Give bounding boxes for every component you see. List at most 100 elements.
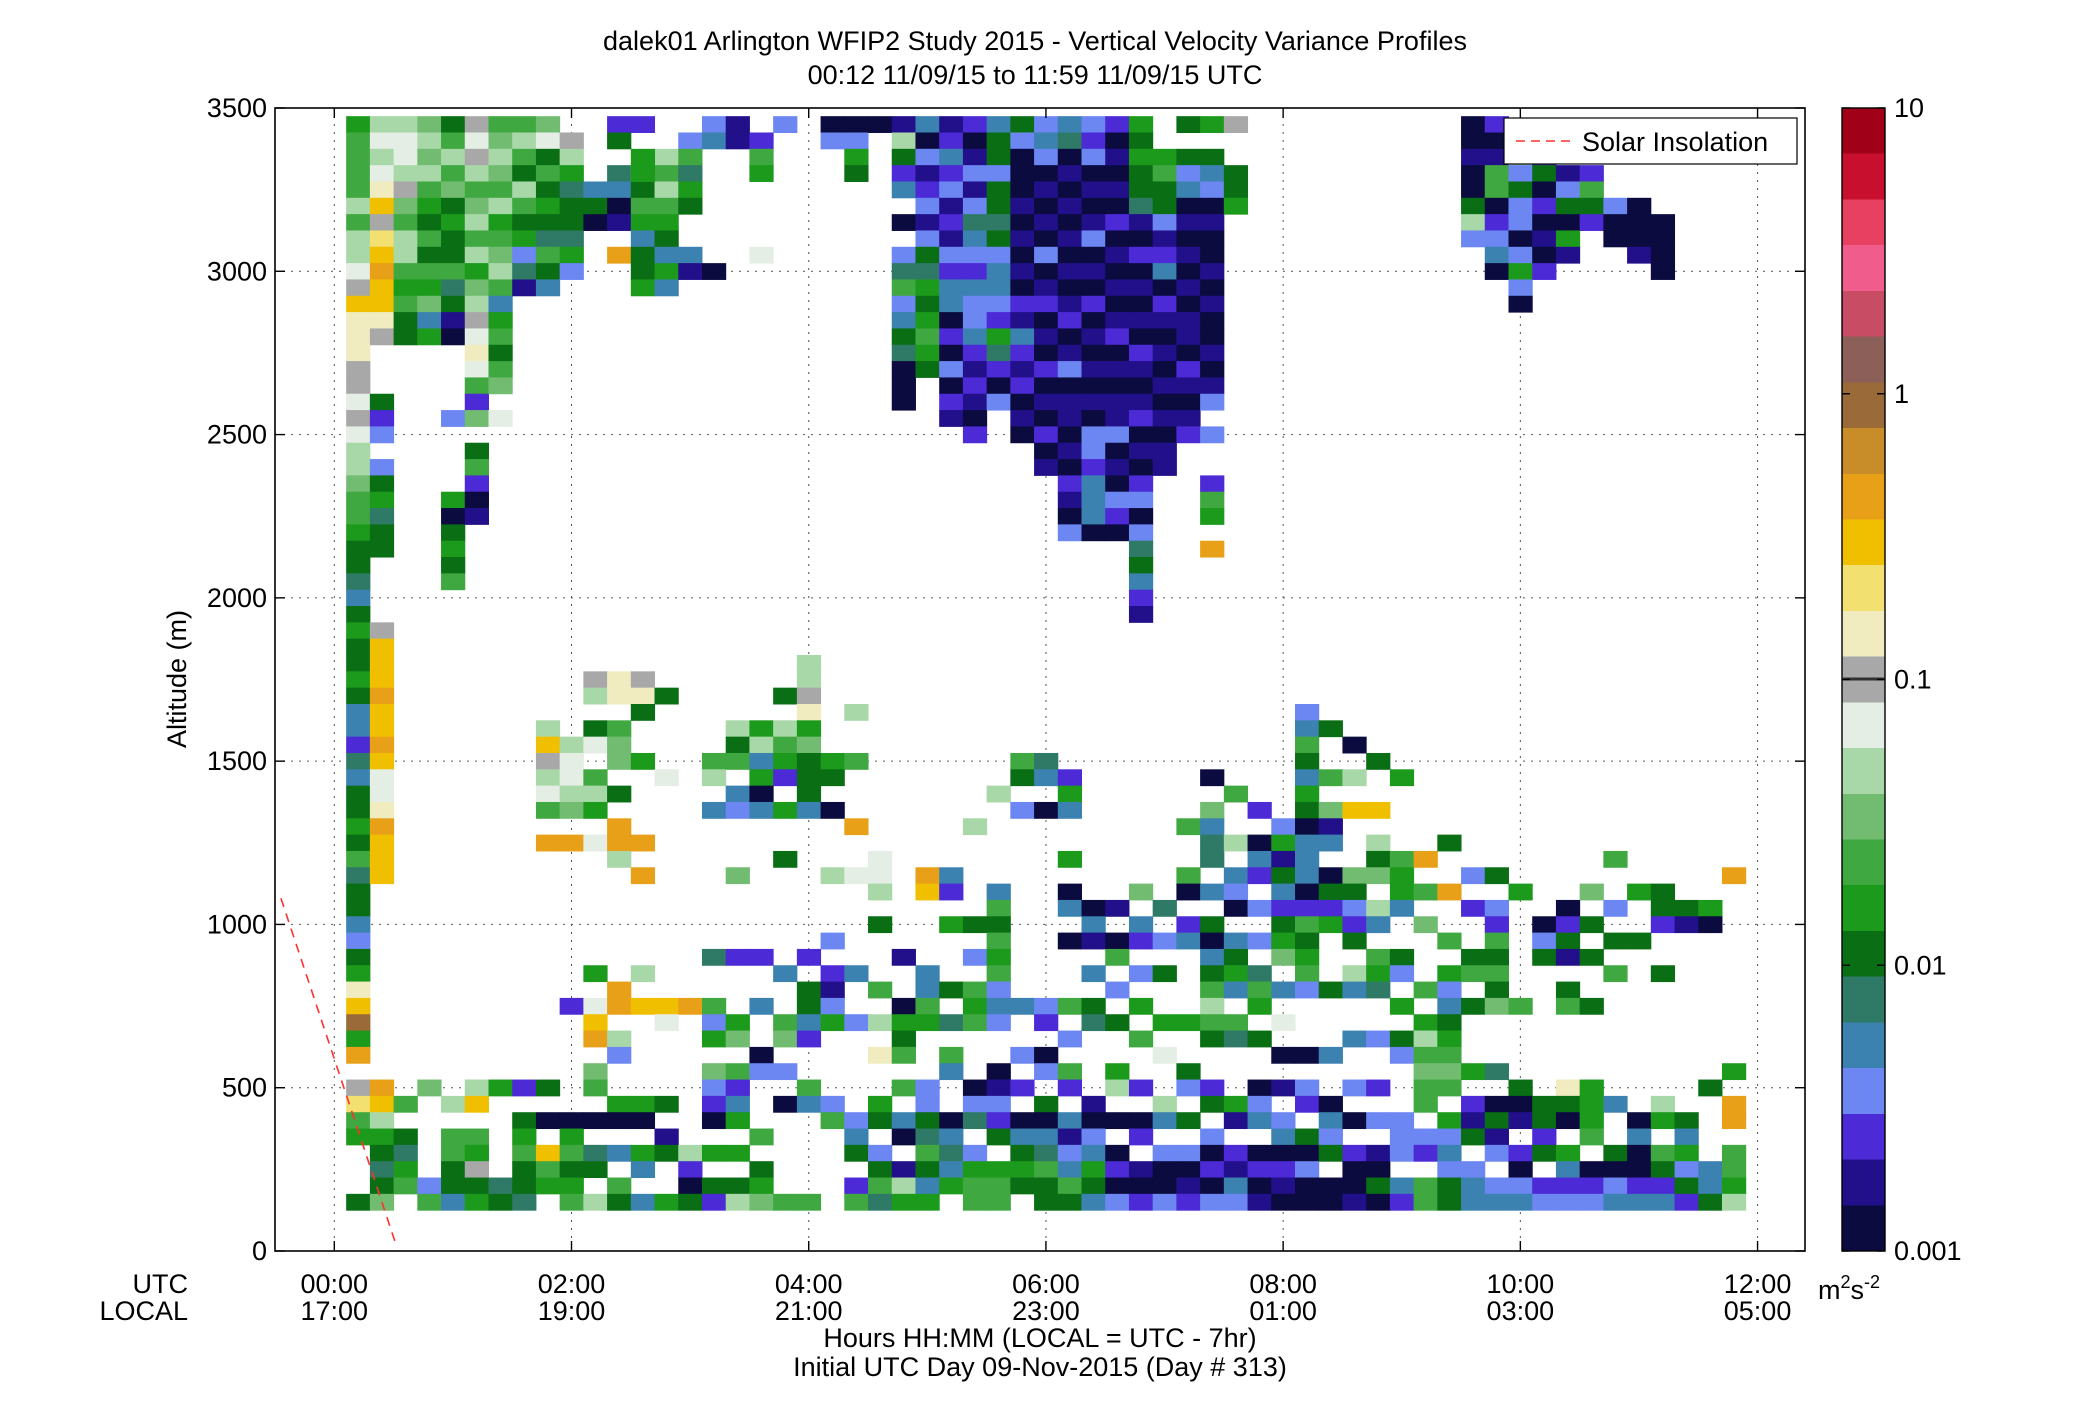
variance-cell (725, 1193, 750, 1211)
variance-cell (1247, 1030, 1272, 1048)
variance-cell (1176, 1112, 1201, 1130)
variance-cell (1555, 230, 1581, 248)
variance-cell (773, 720, 798, 738)
variance-cell (1389, 1128, 1415, 1146)
variance-cell (1508, 1095, 1533, 1113)
variance-cell (1461, 1177, 1486, 1195)
variance-cell (464, 1128, 489, 1146)
variance-cell (915, 1144, 940, 1162)
variance-cell (986, 965, 1011, 983)
variance-cell (559, 246, 584, 264)
variance-cell (1650, 1095, 1676, 1113)
variance-cell (1603, 965, 1628, 983)
variance-cell (1295, 818, 1320, 836)
variance-cell (1674, 1112, 1699, 1130)
variance-cell (725, 1095, 750, 1113)
variance-cell (607, 1046, 632, 1064)
variance-cell (1034, 230, 1059, 248)
variance-cell (1105, 899, 1130, 917)
variance-cell (986, 1063, 1011, 1081)
variance-cell (1627, 1128, 1652, 1146)
variance-cell (701, 1063, 727, 1081)
variance-cell (654, 1014, 679, 1032)
variance-cell (512, 197, 537, 215)
variance-cell (1057, 132, 1083, 150)
variance-cell (1579, 1112, 1604, 1130)
variance-cell (1627, 246, 1652, 264)
variance-cell (630, 214, 656, 231)
variance-cell (488, 377, 513, 395)
variance-cell (1010, 361, 1035, 378)
variance-cell (725, 867, 750, 885)
variance-cell (393, 181, 418, 199)
variance-cell (1081, 916, 1106, 934)
variance-cell (1010, 1161, 1035, 1179)
variance-cell (1128, 589, 1154, 607)
variance-cell (369, 312, 395, 329)
variance-cell (369, 752, 395, 770)
variance-cell (701, 1144, 727, 1162)
variance-cell (535, 116, 561, 133)
variance-cell (607, 197, 632, 215)
variance-cell (749, 736, 774, 754)
variance-cell (962, 165, 988, 182)
variance-cell (1698, 916, 1723, 934)
variance-cell (1057, 279, 1083, 297)
variance-cell (1342, 1161, 1367, 1179)
variance-cell (1508, 1079, 1533, 1097)
variance-cell (512, 1144, 537, 1162)
colorbar-tick-label: 10 (1894, 93, 1924, 123)
variance-cell (962, 1079, 988, 1097)
variance-cell (915, 1161, 940, 1179)
variance-cell (346, 491, 371, 509)
variance-cell (1010, 1079, 1035, 1097)
variance-cell (1721, 1177, 1747, 1195)
variance-cell (1105, 948, 1130, 966)
variance-cell (725, 132, 750, 150)
variance-cell (1461, 132, 1486, 150)
variance-cell (1295, 981, 1320, 999)
variance-cell (369, 671, 395, 689)
variance-cell (915, 295, 940, 313)
variance-cell (1105, 116, 1130, 133)
variance-cell (962, 279, 988, 297)
variance-cell (630, 1161, 656, 1179)
variance-cell (1627, 1161, 1652, 1179)
variance-cell (1152, 328, 1177, 346)
variance-cell (393, 295, 418, 313)
variance-cell (1057, 312, 1083, 329)
variance-cell (725, 1014, 750, 1032)
variance-cell (915, 214, 940, 231)
variance-cell (369, 769, 395, 787)
variance-cell (417, 246, 442, 264)
variance-cell (1010, 246, 1035, 264)
variance-cell (1437, 1193, 1462, 1211)
variance-cell (654, 1095, 679, 1113)
variance-cell (369, 459, 395, 476)
variance-cell (1057, 230, 1083, 248)
variance-cell (749, 752, 774, 770)
variance-cell (1034, 181, 1059, 199)
variance-cell (1437, 1014, 1462, 1032)
variance-cell (962, 1177, 988, 1195)
variance-cell (1389, 769, 1415, 787)
variance-cell (1057, 1177, 1083, 1195)
variance-cell (583, 834, 608, 852)
variance-cell (1484, 867, 1509, 885)
variance-cell (1200, 279, 1225, 297)
variance-cell (1247, 1112, 1272, 1130)
variance-cell (1579, 1193, 1604, 1211)
variance-cell (1200, 246, 1225, 264)
variance-cell (441, 197, 466, 215)
variance-cell (369, 703, 395, 721)
variance-cell (488, 1079, 513, 1097)
variance-cell (844, 1144, 869, 1162)
variance-cell (441, 165, 466, 182)
variance-cell (1176, 818, 1201, 836)
variance-cell (1461, 1095, 1486, 1113)
variance-cell (915, 883, 940, 901)
variance-cell (1200, 361, 1225, 378)
variance-cell (1413, 1030, 1438, 1048)
variance-cell (1200, 948, 1225, 966)
variance-cell (1010, 752, 1035, 770)
